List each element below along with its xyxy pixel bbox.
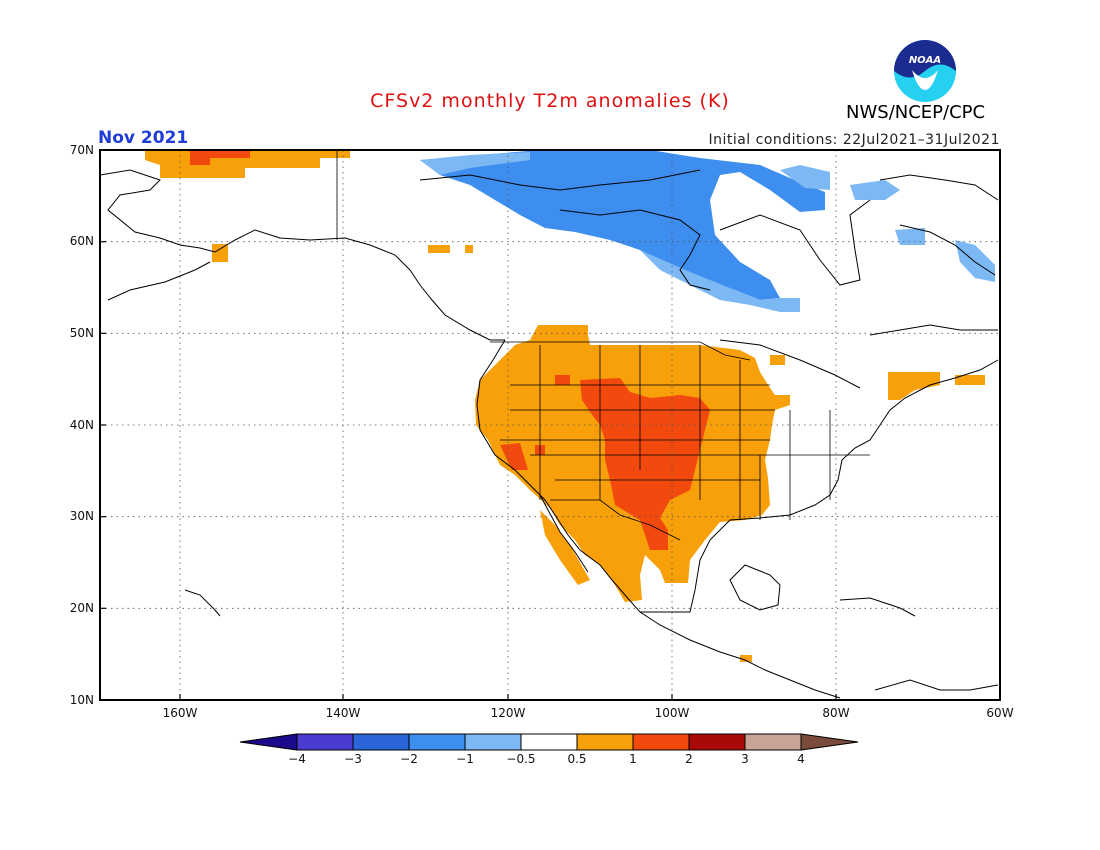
initial-conditions: Initial conditions: 22Jul2021–31Jul2021	[708, 132, 1000, 148]
colorbar-swatch	[632, 733, 690, 751]
lat-label: 50N	[69, 326, 94, 340]
lon-label: 140W	[325, 706, 361, 720]
colorbar-swatch	[352, 733, 410, 751]
anomaly-cold-region	[420, 150, 825, 300]
colorbar-swatch	[296, 733, 354, 751]
colorbar-swatch	[744, 733, 802, 751]
colorbar-arrow-high	[800, 733, 859, 751]
lat-label: 10N	[69, 693, 94, 707]
colorbar-label: −0.5	[506, 752, 536, 766]
colorbar-swatch	[576, 733, 634, 751]
colorbar-label: −2	[400, 752, 418, 766]
colorbar-label: −1	[456, 752, 474, 766]
colorbar-label: 2	[685, 752, 693, 766]
axis-ticks	[100, 241, 837, 700]
lon-label: 160W	[162, 706, 198, 720]
colorbar-label: 3	[741, 752, 749, 766]
colorbar-label: 4	[797, 752, 805, 766]
colorbar-label: −4	[288, 752, 306, 766]
forecast-month: Nov 2021	[98, 128, 189, 148]
colorbar-swatch	[464, 733, 522, 751]
lon-label: 80W	[822, 706, 850, 720]
noaa-logo: NOAA	[894, 40, 956, 102]
agency-label: NWS/NCEP/CPC	[846, 102, 986, 123]
colorbar	[239, 733, 859, 751]
lon-label: 60W	[986, 706, 1014, 720]
coastlines	[100, 169, 999, 699]
lon-label: 100W	[654, 706, 690, 720]
colorbar-swatch	[520, 733, 578, 751]
lon-label: 120W	[490, 706, 526, 720]
anomaly-shading	[145, 150, 995, 662]
lat-label: 60N	[69, 234, 94, 248]
colorbar-label: 1	[629, 752, 637, 766]
noaa-logo-text: NOAA	[909, 55, 941, 66]
lat-label: 20N	[69, 601, 94, 615]
map-title: CFSv2 monthly T2m anomalies (K)	[370, 90, 730, 112]
lat-label: 40N	[69, 418, 94, 432]
colorbar-arrow-low	[239, 733, 298, 751]
lat-label: 30N	[69, 509, 94, 523]
graticule	[100, 150, 1000, 700]
political-boundaries	[336, 150, 870, 541]
colorbar-swatch	[688, 733, 746, 751]
colorbar-swatch	[408, 733, 466, 751]
colorbar-label: 0.5	[567, 752, 587, 766]
colorbar-label: −3	[344, 752, 362, 766]
lat-label: 70N	[69, 143, 94, 157]
